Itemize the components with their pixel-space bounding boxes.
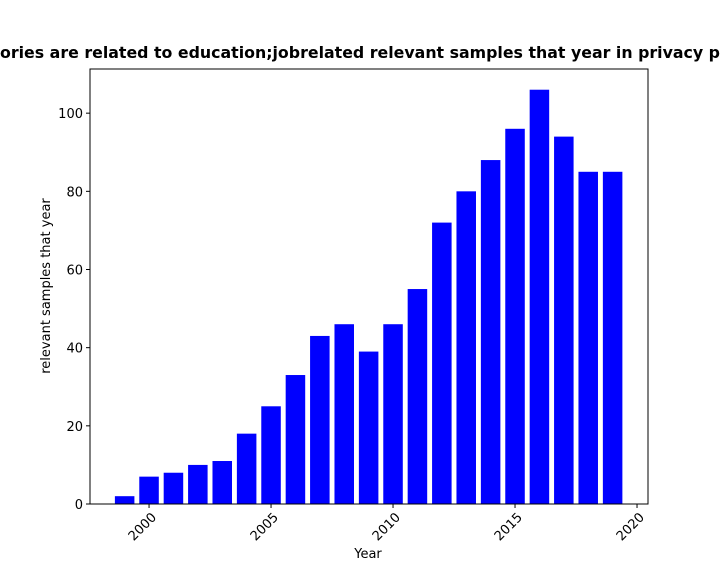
bar xyxy=(432,222,452,504)
bar xyxy=(505,128,525,504)
bar xyxy=(285,375,306,504)
bar xyxy=(407,289,428,504)
y-tick-label: 80 xyxy=(66,185,83,200)
bar xyxy=(236,433,257,504)
x-tick-label: 2010 xyxy=(370,510,404,544)
x-tick-label: 2005 xyxy=(248,510,282,544)
x-tick-label: 2000 xyxy=(126,510,160,544)
y-tick-label: 60 xyxy=(66,263,83,278)
bar xyxy=(480,160,501,504)
y-axis-label: relevant samples that year xyxy=(39,198,54,374)
y-tick-label: 20 xyxy=(66,420,83,435)
x-tick-label: 2020 xyxy=(614,510,648,544)
x-tick-label: 2015 xyxy=(492,510,526,544)
bar xyxy=(554,136,574,504)
bar xyxy=(310,335,330,504)
bar xyxy=(383,324,403,504)
plot-frame xyxy=(89,68,649,505)
bar xyxy=(212,461,233,504)
x-axis-label: Year xyxy=(353,547,382,562)
chart-title: ories are related to education;jobrelate… xyxy=(0,43,720,62)
bar xyxy=(188,464,208,504)
bar xyxy=(602,171,623,504)
bar xyxy=(261,406,281,504)
bar xyxy=(358,351,379,504)
y-tick-label: 0 xyxy=(75,498,83,513)
bar xyxy=(139,476,159,504)
bar xyxy=(578,171,598,504)
bar xyxy=(163,472,184,504)
bar xyxy=(529,89,550,504)
y-tick-label: 100 xyxy=(58,107,83,122)
bar xyxy=(334,324,354,504)
y-tick-label: 40 xyxy=(66,342,83,357)
bar xyxy=(456,191,476,504)
bar xyxy=(114,496,135,504)
